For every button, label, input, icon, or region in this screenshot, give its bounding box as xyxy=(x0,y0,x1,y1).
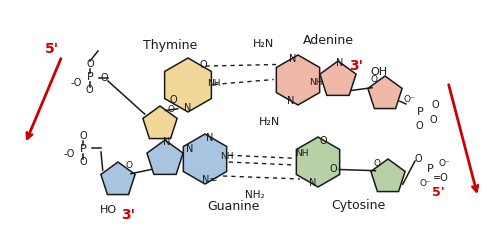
Text: O⁻: O⁻ xyxy=(419,179,431,188)
Text: P: P xyxy=(86,72,94,82)
Text: NH: NH xyxy=(309,78,322,87)
Text: O: O xyxy=(415,121,423,131)
Polygon shape xyxy=(296,137,340,187)
Polygon shape xyxy=(101,162,135,195)
Text: O: O xyxy=(168,106,174,114)
Text: Guanine: Guanine xyxy=(207,200,259,212)
Polygon shape xyxy=(276,55,320,105)
Text: HO: HO xyxy=(100,205,116,215)
Text: Adenine: Adenine xyxy=(302,34,354,47)
Text: NH: NH xyxy=(208,79,221,88)
Text: O: O xyxy=(374,159,380,168)
Polygon shape xyxy=(184,134,226,184)
Text: 3': 3' xyxy=(121,208,135,222)
Text: O: O xyxy=(431,100,439,110)
Polygon shape xyxy=(164,58,212,112)
Text: O: O xyxy=(329,165,337,174)
Text: N: N xyxy=(287,96,294,106)
Text: OH: OH xyxy=(370,67,388,77)
Text: O⁻: O⁻ xyxy=(438,159,450,168)
Polygon shape xyxy=(320,61,356,95)
Text: 5': 5' xyxy=(45,42,59,56)
Text: H₂N: H₂N xyxy=(252,39,274,49)
Text: O: O xyxy=(429,115,437,125)
Text: 5': 5' xyxy=(432,186,444,200)
Text: H₂N: H₂N xyxy=(258,117,280,127)
Text: O: O xyxy=(370,76,378,84)
Text: P: P xyxy=(426,164,434,174)
Text: P: P xyxy=(416,107,424,117)
Text: N: N xyxy=(184,103,192,113)
Text: 3': 3' xyxy=(349,59,363,73)
Text: -O: -O xyxy=(70,78,82,88)
Text: Thymine: Thymine xyxy=(143,39,197,51)
Text: O: O xyxy=(79,131,87,141)
Polygon shape xyxy=(368,76,402,109)
Text: O: O xyxy=(86,59,94,69)
Text: O: O xyxy=(100,73,108,83)
Text: N: N xyxy=(206,133,214,143)
Polygon shape xyxy=(371,159,405,192)
Text: NH: NH xyxy=(220,152,234,161)
Text: O: O xyxy=(170,95,177,105)
Text: N: N xyxy=(290,54,296,64)
Text: O: O xyxy=(319,136,327,146)
Text: NH₂: NH₂ xyxy=(245,190,265,200)
Text: O: O xyxy=(85,85,93,95)
Text: P: P xyxy=(80,144,86,154)
Text: N: N xyxy=(164,137,170,147)
Text: NH: NH xyxy=(295,149,308,158)
Text: N: N xyxy=(186,144,194,154)
Text: N: N xyxy=(310,178,316,188)
Text: O: O xyxy=(199,60,206,70)
Text: N=: N= xyxy=(202,175,218,185)
Text: O: O xyxy=(126,162,132,171)
Polygon shape xyxy=(143,106,177,139)
Text: Cytosine: Cytosine xyxy=(331,200,385,212)
Text: =O: =O xyxy=(433,173,449,183)
Polygon shape xyxy=(147,140,183,174)
Text: N: N xyxy=(336,58,344,68)
Text: O⁻: O⁻ xyxy=(403,96,415,105)
Text: -O: -O xyxy=(64,149,74,159)
Text: O: O xyxy=(79,157,87,167)
Text: O: O xyxy=(414,154,422,164)
